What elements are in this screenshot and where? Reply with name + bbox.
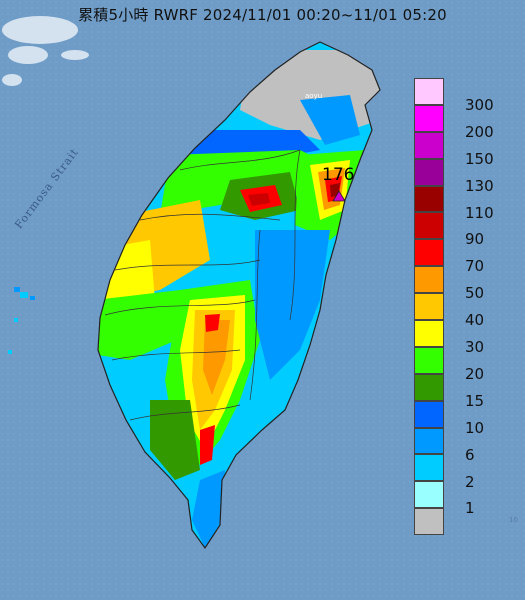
legend-swatch [414, 78, 444, 105]
cloud-patches [2, 16, 89, 86]
legend-label: 50 [465, 284, 485, 303]
legend-swatch [414, 400, 444, 428]
legend [414, 78, 444, 536]
legend-swatch [414, 454, 444, 482]
legend-swatch [414, 346, 444, 374]
legend-label: 150 [465, 149, 494, 168]
legend-label: 200 [465, 122, 494, 141]
legend-swatch [414, 427, 444, 455]
legend-swatch [414, 212, 444, 240]
county-boundaries [104, 149, 301, 421]
legend-label: 300 [465, 95, 494, 114]
legend-label: 6 [465, 445, 475, 464]
legend-label: 2 [465, 472, 475, 491]
legend-label: 130 [465, 176, 494, 195]
offshore-rain [8, 287, 35, 354]
legend-label: 70 [465, 257, 485, 276]
legend-label: 15 [465, 391, 485, 410]
legend-swatch [414, 266, 444, 294]
edge-mark: 10 [509, 516, 518, 524]
legend-swatch [414, 158, 444, 186]
max-marker-icon [332, 190, 346, 202]
legend-swatch [414, 373, 444, 401]
legend-label: 40 [465, 311, 485, 330]
legend-label: 1 [465, 499, 475, 518]
legend-swatch [414, 185, 444, 213]
legend-swatch [414, 104, 444, 132]
legend-label: 90 [465, 230, 485, 249]
map-title: 累積5小時 RWRF 2024/11/01 00:20~11/01 05:20 [78, 6, 447, 24]
legend-swatch [414, 131, 444, 159]
max-value-label: 176 [322, 165, 355, 185]
legend-label: 30 [465, 338, 485, 356]
legend-swatch [414, 239, 444, 267]
legend-swatch [414, 320, 444, 347]
legend-swatch [414, 293, 444, 321]
legend-label: 20 [465, 364, 485, 383]
legend-swatch [414, 508, 444, 536]
legend-label: 110 [465, 203, 494, 222]
legend-label: 10 [465, 418, 485, 437]
coastline [97, 41, 381, 550]
station-label: aoyu [305, 92, 323, 100]
legend-swatch [414, 481, 444, 509]
